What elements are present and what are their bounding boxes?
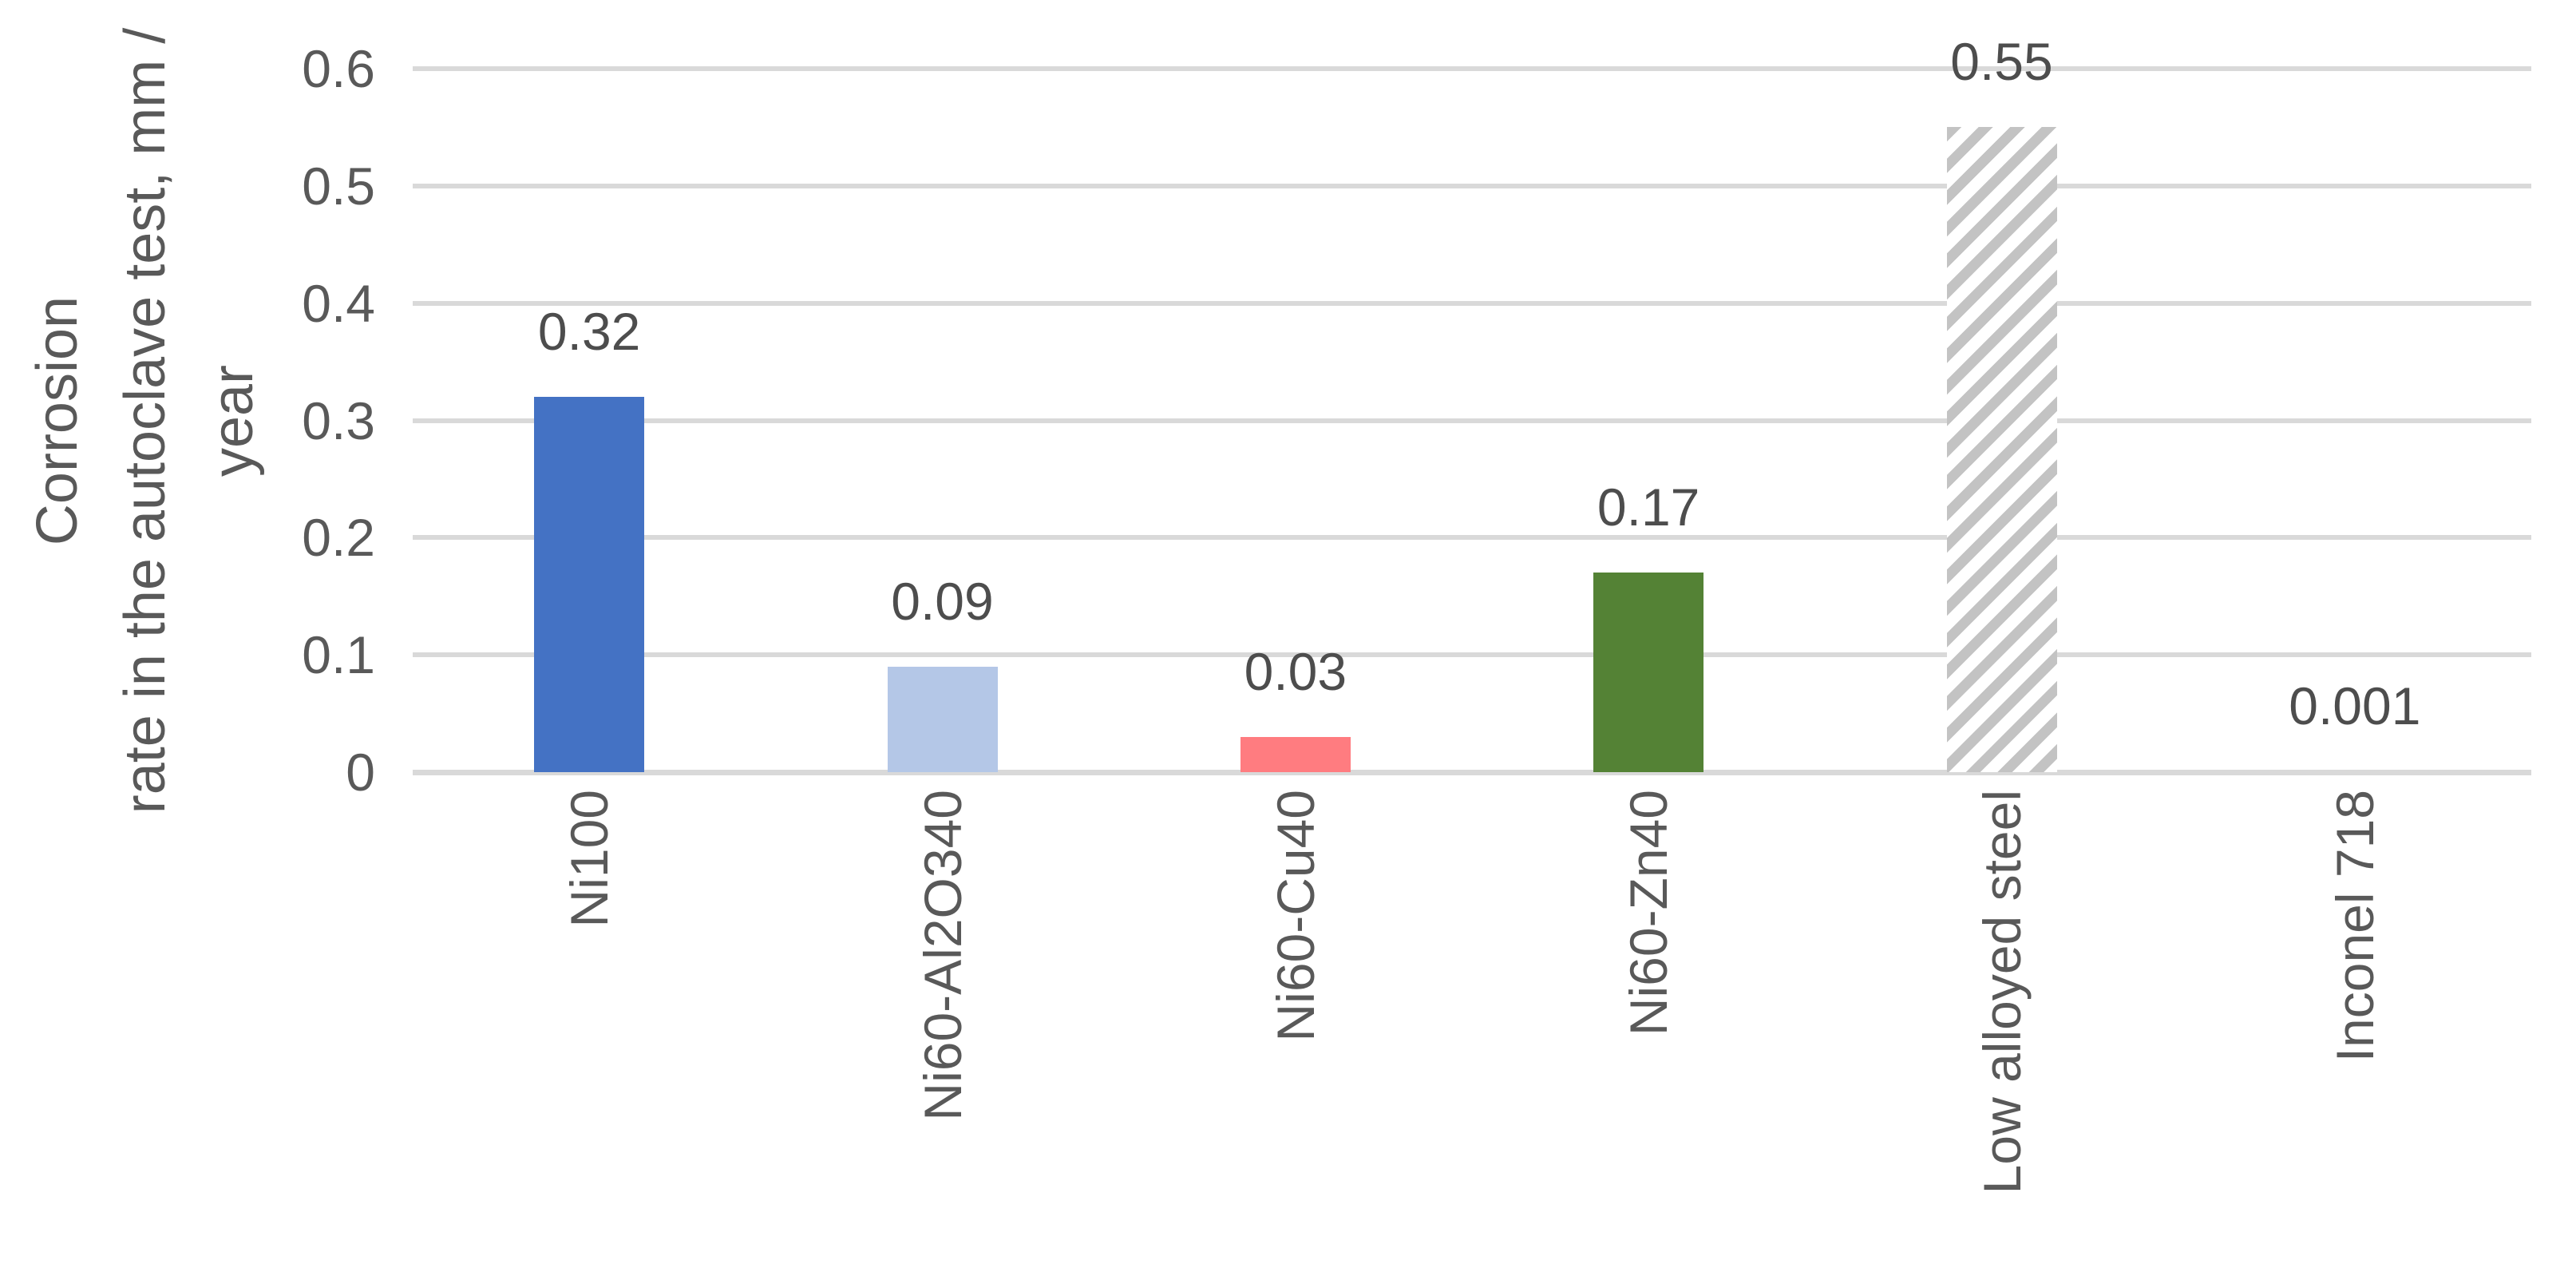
gridline [413, 183, 2531, 188]
x-axis-line [413, 770, 2531, 775]
value-label: 0.09 [891, 572, 994, 631]
gridline [413, 535, 2531, 541]
bar [1946, 127, 2057, 772]
category-label: Ni60-Zn40 [1619, 790, 1679, 1036]
y-tick-label: 0.5 [302, 156, 375, 216]
gridline [413, 418, 2531, 423]
bar [534, 397, 645, 772]
gridline [413, 300, 2531, 306]
bar [1240, 737, 1351, 772]
bar [1593, 573, 1704, 772]
category-label: Inconel 718 [2325, 790, 2384, 1063]
category-label: Low alloyed steel [1972, 790, 2032, 1195]
y-tick-label: 0.3 [302, 390, 375, 450]
y-tick-label: 0.6 [302, 39, 375, 98]
gridline [413, 652, 2531, 658]
y-axis-title-line-1: Corrosion [26, 295, 89, 546]
category-label: Ni60-Cu40 [1265, 790, 1325, 1042]
y-tick-label: 0.4 [302, 273, 375, 333]
value-label: 0.17 [1597, 477, 1700, 537]
gridline [413, 66, 2531, 71]
value-label: 0.001 [2289, 676, 2421, 735]
y-tick-label: 0 [346, 743, 375, 802]
y-tick-label: 0.1 [302, 625, 375, 685]
value-label: 0.32 [537, 302, 641, 361]
category-label: Ni60-Al2O340 [912, 790, 972, 1121]
category-label: Ni100 [560, 790, 619, 928]
value-label: 0.03 [1244, 642, 1347, 701]
bar [2300, 771, 2410, 772]
value-label: 0.55 [1950, 32, 2053, 91]
bar [887, 667, 998, 772]
y-tick-label: 0.2 [302, 508, 375, 568]
